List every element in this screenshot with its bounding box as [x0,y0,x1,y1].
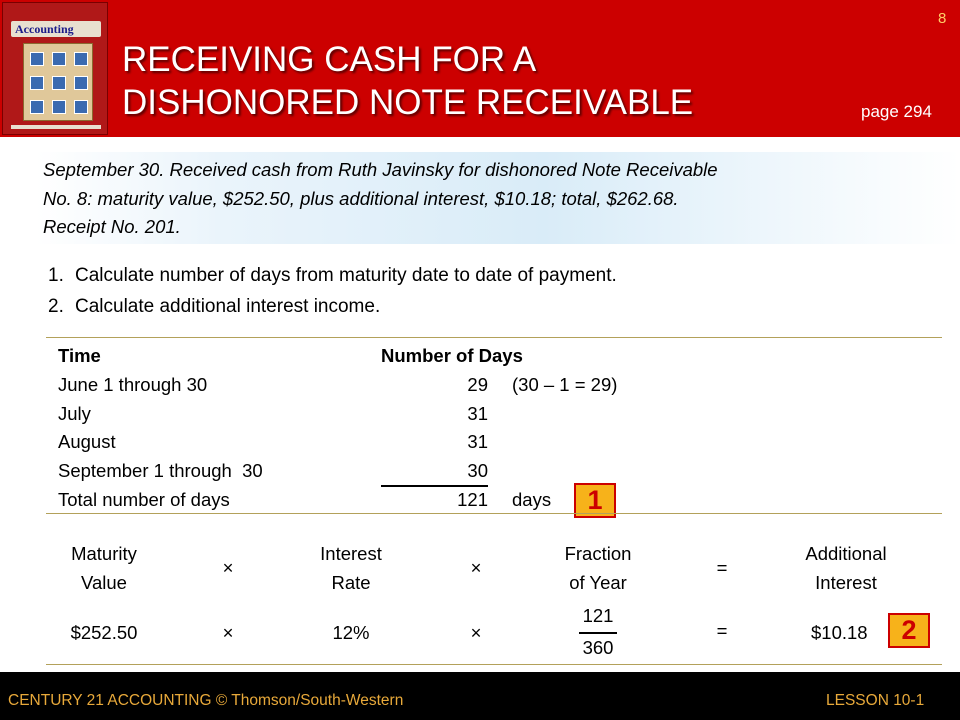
cover-window [74,76,88,90]
cover-window [30,52,44,66]
transaction-line-2: No. 8: maturity value, $252.50, plus add… [43,187,679,209]
divider-bottom [46,664,942,665]
total-days-label: Total number of days [58,489,230,510]
days-row-label: July [58,403,91,424]
book-cover-figure [23,43,93,121]
cover-window [52,100,66,114]
days-row-value: 31 [467,403,488,424]
header-additional-interest-2: Interest [815,572,877,593]
total-days-value: 121 [457,489,488,510]
multiply-sign: × [222,622,234,643]
days-table-header-time: Time [58,345,101,366]
step-1-number: 1. [48,265,64,286]
days-row-value: 31 [467,431,488,452]
days-row-note: (30 – 1 = 29) [512,374,618,395]
equals-sign: = [716,620,728,641]
equals-sign: = [716,557,728,578]
additional-interest-result: $10.18 [811,622,868,643]
book-logo-text: Accounting [15,22,74,36]
maturity-value: $252.50 [70,622,138,643]
slide-title: RECEIVING CASH FOR A DISHONORED NOTE REC… [122,38,882,124]
header-interest-rate-1: Interest [320,543,382,564]
days-row-label: August [58,431,116,452]
book-cover-footer-strip [11,125,101,129]
header-fraction-of-year-1: Fraction [564,543,632,564]
step-2-text: Calculate additional interest income. [75,296,381,317]
step-2: 2. Calculate additional interest income. [48,296,380,318]
divider-top [46,337,942,338]
cover-window [30,76,44,90]
step-1-text: Calculate number of days from maturity d… [75,265,617,286]
header-maturity-value-1: Maturity [71,543,137,564]
footer-lesson: LESSON 10-1 [826,692,925,709]
header-maturity-value-2: Value [81,572,127,593]
header-fraction-of-year-2: of Year [569,572,627,593]
days-row-label: June 1 through 30 [58,374,208,395]
footer-bar [0,672,960,720]
transaction-description: September 30. Received cash from Ruth Ja… [43,156,943,242]
page-reference: page 294 [861,102,932,121]
header-interest-rate-2: Rate [331,572,371,593]
step-marker-1: 1 [574,483,616,518]
total-underline [381,485,488,487]
days-row-value: 30 [467,460,488,481]
footer-publisher: CENTURY 21 ACCOUNTING © Thomson/South-We… [8,692,404,709]
fraction-denominator: 360 [582,637,614,658]
step-2-number: 2. [48,296,64,317]
header-additional-interest-1: Additional [805,543,887,564]
multiply-sign: × [470,622,482,643]
days-row-value: 29 [467,374,488,395]
multiply-sign: × [222,557,234,578]
multiply-sign: × [470,557,482,578]
days-table-header-days: Number of Days [381,345,523,366]
cover-window [30,100,44,114]
cover-window [74,100,88,114]
step-marker-2: 2 [888,613,930,648]
divider-middle [46,513,942,514]
transaction-line-1: September 30. Received cash from Ruth Ja… [43,159,718,180]
cover-window [52,76,66,90]
fraction-bar [579,632,617,634]
header-bar [0,0,960,137]
fraction-numerator: 121 [582,605,614,626]
days-row-label: September 1 through 30 [58,460,263,481]
step-1: 1. Calculate number of days from maturity… [48,265,617,287]
cover-window [74,52,88,66]
cover-window [52,52,66,66]
book-cover-image: Accounting [2,2,108,135]
slide-number: 8 [938,10,947,27]
slide-title-line-1: RECEIVING CASH FOR A [122,40,537,79]
transaction-line-3: Receipt No. 201. [43,216,181,237]
intro-highlight-band [36,152,960,244]
interest-rate: 12% [332,622,370,643]
book-logo-strip [11,21,101,37]
slide-title-line-2: DISHONORED NOTE RECEIVABLE [122,83,694,122]
total-days-unit: days [512,489,552,510]
